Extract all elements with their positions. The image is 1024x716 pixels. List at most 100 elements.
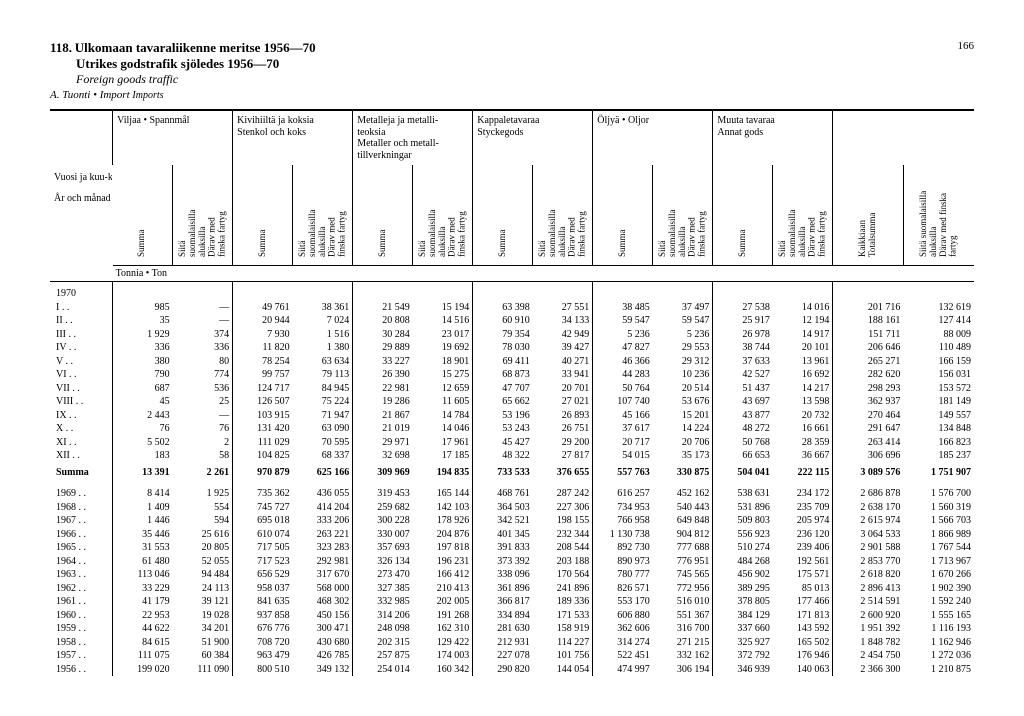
cell: 151 711 [833,328,903,342]
cell: 1 409 [113,501,173,515]
cell: 165 502 [773,636,833,650]
cell: 540 443 [653,501,713,515]
cell: 110 489 [903,341,974,355]
cell: 158 919 [533,622,593,636]
table-row: XII . .18358104 82568 33732 69817 18548 … [50,449,974,463]
row-label: 1968 . . [50,501,113,515]
cell: 970 879 [233,463,293,483]
cell: 332 985 [353,595,413,609]
cell: 373 392 [473,555,533,569]
cell: 384 129 [713,609,773,623]
cell: 649 848 [653,514,713,528]
cell: 236 120 [773,528,833,542]
table-row: IX . .2 443—103 91571 94721 86714 78453 … [50,409,974,423]
cell: 300 471 [293,622,353,636]
cell: 291 647 [833,422,903,436]
cell: 1 566 703 [903,514,974,528]
cell: 1 866 989 [903,528,974,542]
cell: 208 544 [533,541,593,555]
cell: 656 529 [233,568,293,582]
cell: 378 805 [713,595,773,609]
sub-siita-1: Siitä suomalaisilla aluksilla Därav med … [298,167,347,257]
cell: 34 133 [533,314,593,328]
cell: 5 236 [653,328,713,342]
cell: 78 254 [233,355,293,369]
unit-row: Tonnia • Ton [50,265,974,282]
unit-label: Tonnia • Ton [113,265,974,282]
row-label: 1959 . . [50,622,113,636]
cell: 171 533 [533,609,593,623]
table-row: 1962 . .33 22924 113958 037568 000327 38… [50,582,974,596]
cell: 15 194 [413,301,473,315]
sub-siita-5: Siitä suomalaisilla aluksilla Därav med … [778,167,827,257]
cell: 124 717 [233,382,293,396]
cell: 12 194 [773,314,833,328]
cell: 287 242 [533,482,593,501]
cell: 282 620 [833,368,903,382]
table-row: VIII . .4525126 50775 22419 28611 60565 … [50,395,974,409]
row-label: V . . [50,355,113,369]
cell: 733 533 [473,463,533,483]
cell: 271 215 [653,636,713,650]
cell: 325 927 [713,636,773,650]
cell: 26 893 [533,409,593,423]
cell: 13 598 [773,395,833,409]
cell: 557 763 [593,463,653,483]
cell: 391 833 [473,541,533,555]
cell: 212 931 [473,636,533,650]
cell: 14 046 [413,422,473,436]
cell: 26 390 [353,368,413,382]
cell: 23 017 [413,328,473,342]
cell: 2 896 413 [833,582,903,596]
cell: 17 961 [413,436,473,450]
table-row: 1969 . .8 4141 925735 362436 055319 4531… [50,482,974,501]
cell: 522 451 [593,649,653,663]
cell: 300 228 [353,514,413,528]
row-label: IX . . [50,409,113,423]
cell: 504 041 [713,463,773,483]
cell: 194 835 [413,463,473,483]
row-label: 1969 . . [50,482,113,501]
cell: 27 551 [533,301,593,315]
cell: 149 557 [903,409,974,423]
cell: 69 411 [473,355,533,369]
cell: 11 605 [413,395,473,409]
cell: 107 740 [593,395,653,409]
row-header-top: Vuosi ja kuu-kausi [54,172,108,184]
cell: 42 949 [533,328,593,342]
cell: 33 941 [533,368,593,382]
cell: 484 268 [713,555,773,569]
cell: 131 420 [233,422,293,436]
title-sv: Utrikes godstrafik sjöledes 1956—70 [50,56,974,72]
cell: 34 201 [173,622,233,636]
cell: 306 696 [833,449,903,463]
cell: 2 514 591 [833,595,903,609]
cell: 958 037 [233,582,293,596]
cell: 26 978 [713,328,773,342]
cell: 239 406 [773,541,833,555]
cell: 22 953 [113,609,173,623]
cell: 27 538 [713,301,773,315]
cell: 235 709 [773,501,833,515]
table-row: 1960 . .22 95319 028937 858450 156314 20… [50,609,974,623]
cell: 126 507 [233,395,293,409]
cell: 25 [173,395,233,409]
cell: 362 606 [593,622,653,636]
title-en: Foreign goods traffic [50,72,974,87]
cell: 84 615 [113,636,173,650]
cell: 37 497 [653,301,713,315]
cell: 22 981 [353,382,413,396]
row-label: 1961 . . [50,595,113,609]
cell: 10 236 [653,368,713,382]
cell: 361 896 [473,582,533,596]
cell: 206 646 [833,341,903,355]
table-row: XI . .5 5022111 02970 59529 97117 96145 … [50,436,974,450]
row-label: 1963 . . [50,568,113,582]
cell: 248 098 [353,622,413,636]
cell: 58 [173,449,233,463]
cell: 606 880 [593,609,653,623]
cell: 259 682 [353,501,413,515]
cell: 319 453 [353,482,413,501]
cell: 61 480 [113,555,173,569]
cell: 222 115 [773,463,833,483]
